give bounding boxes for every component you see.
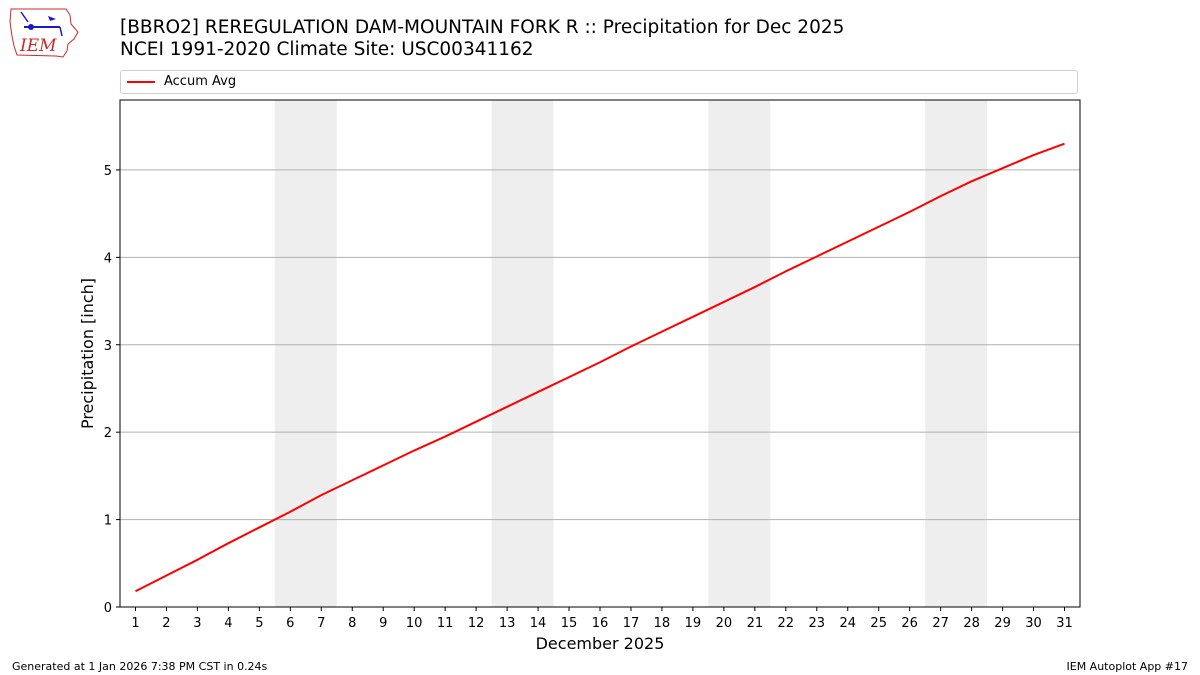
- x-tick-label: 19: [685, 616, 702, 631]
- chart-title-line2: NCEI 1991-2020 Climate Site: USC00341162: [120, 39, 534, 60]
- legend-label: Accum Avg: [164, 74, 237, 89]
- weekend-band-3: [708, 100, 771, 607]
- x-tick-label: 30: [1025, 616, 1042, 631]
- weekend-band-1: [274, 100, 337, 607]
- x-tick-label: 11: [437, 616, 454, 631]
- weekend-band-2: [491, 100, 554, 607]
- x-tick-label: 10: [406, 616, 423, 631]
- chart-title-line1: [BBRO2] REREGULATION DAM-MOUNTAIN FORK R…: [120, 17, 845, 38]
- y-tick-label: 0: [104, 601, 112, 616]
- y-tick-label: 5: [104, 164, 112, 179]
- x-tick-label: 21: [747, 616, 764, 631]
- x-tick-label: 2: [162, 616, 170, 631]
- x-tick-label: 8: [348, 616, 356, 631]
- x-tick-label: 16: [592, 616, 609, 631]
- y-tick-label: 4: [104, 251, 112, 266]
- x-tick-label: 1: [131, 616, 139, 631]
- y-axis-label: Precipitation [inch]: [78, 278, 97, 429]
- logo-text: IEM: [19, 36, 57, 56]
- x-tick-label: 12: [468, 616, 485, 631]
- x-tick-label: 27: [932, 616, 949, 631]
- x-tick-label: 9: [379, 616, 387, 631]
- y-tick-label: 1: [104, 514, 112, 529]
- x-tick-label: 22: [778, 616, 795, 631]
- footer-app-id: IEM Autoplot App #17: [1066, 660, 1189, 673]
- x-tick-label: 14: [530, 616, 547, 631]
- y-tick-label: 3: [104, 339, 112, 354]
- x-tick-label: 13: [499, 616, 516, 631]
- x-tick-label: 7: [317, 616, 325, 631]
- x-tick-label: 29: [994, 616, 1011, 631]
- plot-frame: [119, 99, 1081, 608]
- x-tick-label: 28: [963, 616, 980, 631]
- footer-generated: Generated at 1 Jan 2026 7:38 PM CST in 0…: [12, 660, 268, 673]
- weekend-band-4: [925, 100, 988, 607]
- x-axis-label: December 2025: [536, 634, 665, 653]
- x-tick-label: 5: [255, 616, 263, 631]
- x-tick-label: 6: [286, 616, 294, 631]
- x-tick-label: 25: [870, 616, 887, 631]
- x-tick-label: 24: [839, 616, 856, 631]
- y-tick-label: 2: [104, 426, 112, 441]
- legend: Accum Avg: [120, 70, 1078, 94]
- x-tick-label: 17: [623, 616, 640, 631]
- x-tick-label: 26: [901, 616, 918, 631]
- x-tick-label: 23: [809, 616, 826, 631]
- series-points-accum-avg: [135, 143, 1065, 592]
- x-tick-label: 31: [1056, 616, 1073, 631]
- x-tick-label: 20: [716, 616, 733, 631]
- x-tick-label: 3: [193, 616, 201, 631]
- x-tick-label: 18: [654, 616, 671, 631]
- chart-title: [BBRO2] REREGULATION DAM-MOUNTAIN FORK R…: [120, 17, 844, 61]
- x-tick-label: 4: [224, 616, 232, 631]
- x-tick-label: 15: [561, 616, 578, 631]
- legend-line-swatch: [127, 81, 155, 83]
- iem-logo: IEM: [9, 8, 79, 58]
